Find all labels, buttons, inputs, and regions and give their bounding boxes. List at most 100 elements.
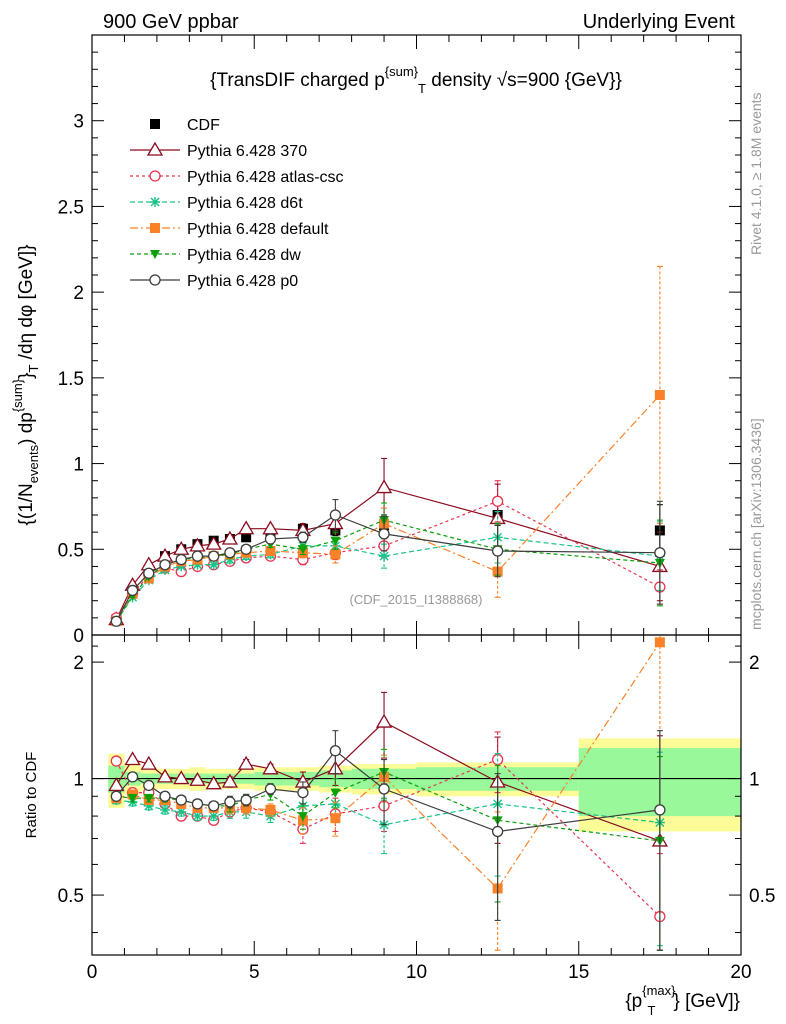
xlabel-sup: {max}	[642, 983, 676, 998]
lower-ytick-label-right: 1	[749, 770, 760, 791]
lower-ytick-label: 2	[73, 653, 84, 674]
data-point-p0	[240, 794, 252, 806]
lower-plot	[92, 635, 741, 951]
ylabel-part-a: {(1/N	[16, 483, 37, 525]
series-line-default	[115, 394, 661, 622]
data-point-p0	[191, 798, 204, 810]
data-point-p0	[110, 790, 122, 802]
xlabel-sub: T	[648, 1003, 656, 1018]
data-point-p370	[375, 479, 393, 494]
legend-marker-d6t	[150, 197, 160, 207]
lower-xtick-label: 20	[730, 962, 751, 983]
lower-xtick-label: 15	[568, 962, 589, 983]
data-point-d6t	[160, 804, 171, 815]
data-point-p0	[264, 533, 277, 545]
series-p0	[110, 499, 666, 627]
ylabel-sup: {sum}	[10, 378, 25, 412]
xlabel-part-a: {p	[625, 991, 642, 1012]
data-point-p0	[378, 783, 390, 795]
data-point-p370	[108, 777, 125, 792]
legend-label-p370: Pythia 6.428 370	[187, 143, 307, 160]
legend-item-p370: Pythia 6.428 370	[130, 141, 307, 160]
data-point-d6t	[143, 800, 154, 811]
xlabel-part-b: } [GeV]}	[673, 991, 740, 1012]
upper-ylabel: {(1/Nevents) dp{sum}}T /dη dφ [GeV]}	[10, 245, 41, 526]
title-part-a: {TransDIF charged p	[210, 70, 385, 91]
data-point-p370	[262, 520, 279, 535]
data-point-p370	[156, 768, 174, 783]
upper-plot	[108, 265, 669, 627]
data-point-p0	[110, 615, 122, 627]
legend-label-d6t: Pythia 6.428 d6t	[187, 195, 303, 212]
legend-item-atlas: Pythia 6.428 atlas-csc	[130, 169, 344, 186]
legend: CDF Pythia 6.428 370 Pythia 6.428 atlas-cs…	[130, 117, 344, 290]
data-point-atlas	[491, 495, 504, 507]
ylabel-part-b: ) dp	[16, 412, 37, 445]
mcplots-label: mcplots.cern.ch [arXiv:1306.3436]	[748, 418, 764, 630]
data-point-default	[241, 802, 252, 813]
data-point-p0	[143, 567, 155, 579]
ylabel-sub1: events	[26, 444, 41, 483]
upper-ytick-label: 0	[73, 626, 84, 647]
lower-xtick-label: 10	[406, 962, 427, 983]
data-point-d6t	[379, 551, 390, 562]
data-point-default	[265, 546, 276, 556]
data-point-p0	[208, 800, 220, 812]
data-point-p370	[173, 770, 190, 785]
data-point-p0	[297, 786, 309, 799]
upper-ytick-label: 2.5	[58, 197, 84, 218]
upper-ytick-label: 1	[73, 455, 84, 476]
data-point-d6t	[176, 806, 187, 817]
chart-title: {TransDIF charged p{sum} T density √s=900…	[210, 64, 622, 96]
data-point-d6t	[224, 554, 235, 565]
data-point-default	[654, 637, 665, 648]
data-point-cdf	[241, 532, 252, 543]
legend-marker-default	[150, 223, 160, 233]
legend-item-d6t: Pythia 6.428 d6t	[130, 195, 303, 212]
data-point-dw	[297, 812, 308, 822]
data-point-d6t	[208, 811, 219, 822]
data-point-p370	[221, 773, 239, 788]
series-line-atlas	[115, 758, 661, 917]
lower-ytick-label-right: 2	[749, 653, 760, 674]
data-point-d6t	[192, 559, 203, 570]
title-sub: T	[418, 81, 426, 96]
data-point-default	[330, 813, 341, 824]
title-part-b: density √s=900 {GeV}}	[426, 70, 622, 91]
lower-ytick-label: 1	[73, 770, 84, 791]
data-point-p370	[140, 755, 157, 770]
data-point-d6t	[192, 811, 203, 822]
upper-ytick-label: 3	[73, 112, 84, 133]
lower-ylabel: Ratio to CDF	[23, 752, 40, 839]
legend-label-p0: Pythia 6.428 p0	[187, 273, 298, 290]
data-point-p0	[126, 584, 139, 597]
analysis-id: (CDF_2015_I1388868)	[350, 592, 483, 607]
header-right: Underlying Event	[583, 11, 736, 33]
data-point-default	[330, 549, 341, 560]
legend-marker-p370	[146, 141, 164, 156]
lower-ytick-label: 0.5	[58, 886, 84, 907]
rivet-label: Rivet 4.1.0, ≥ 1.8M events	[748, 92, 764, 255]
legend-marker-p0	[149, 274, 161, 286]
data-point-d6t	[176, 561, 187, 572]
legend-item-dw: Pythia 6.428 dw	[130, 247, 301, 264]
legend-label-atlas: Pythia 6.428 atlas-csc	[187, 169, 344, 186]
data-point-p370	[238, 755, 255, 770]
data-point-p0	[208, 550, 220, 562]
data-point-p0	[159, 790, 171, 802]
data-point-p370	[262, 760, 279, 775]
data-point-p0	[175, 794, 187, 806]
legend-label-default: Pythia 6.428 default	[187, 221, 329, 238]
lower-xtick-label: 0	[87, 962, 98, 983]
x-axis-label: {p{max} T } [GeV]}	[625, 983, 740, 1018]
data-point-p0	[224, 547, 236, 559]
legend-label-dw: Pythia 6.428 dw	[187, 247, 301, 264]
series-p0-ratio	[110, 730, 666, 951]
data-point-p370	[124, 751, 141, 766]
data-point-p0	[126, 771, 139, 783]
data-point-dw	[297, 545, 308, 555]
legend-marker-dw	[150, 250, 160, 259]
data-point-p0	[491, 545, 504, 557]
legend-marker-cdf	[150, 119, 160, 129]
